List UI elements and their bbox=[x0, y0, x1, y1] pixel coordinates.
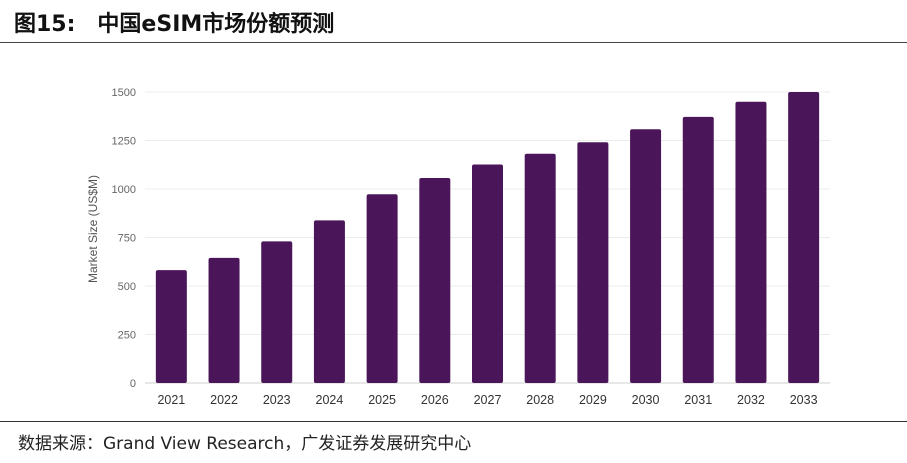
bar-2026 bbox=[419, 177, 451, 383]
bar-2030 bbox=[630, 129, 662, 383]
x-tick-label: 2022 bbox=[210, 393, 238, 407]
figure-title: 中国eSIM市场份额预测 bbox=[97, 12, 335, 37]
y-tick-label: 1000 bbox=[112, 184, 136, 196]
y-axis-ticks: 0 250 500 750 1000 1250 1500 bbox=[112, 87, 136, 390]
y-tick-label: 1500 bbox=[112, 87, 136, 99]
x-tick-label: 2025 bbox=[368, 393, 396, 407]
y-tick-label: 0 bbox=[130, 378, 136, 390]
footer-divider bbox=[0, 421, 907, 422]
bars bbox=[155, 92, 820, 383]
y-tick-label: 250 bbox=[118, 330, 136, 342]
bar-2021 bbox=[155, 270, 187, 383]
bar-2024 bbox=[313, 220, 345, 383]
x-tick-label: 2029 bbox=[579, 393, 607, 407]
bar-2029 bbox=[577, 142, 609, 383]
bar-2022 bbox=[208, 257, 240, 383]
x-tick-label: 2026 bbox=[421, 393, 449, 407]
bar-2025 bbox=[366, 194, 398, 383]
x-tick-label: 2031 bbox=[684, 393, 712, 407]
x-tick-label: 2024 bbox=[316, 393, 344, 407]
header-divider bbox=[0, 42, 907, 43]
bar-2023 bbox=[261, 241, 293, 383]
x-tick-label: 2028 bbox=[526, 393, 554, 407]
x-tick-label: 2033 bbox=[790, 393, 818, 407]
bar-2028 bbox=[524, 153, 556, 383]
bar-2031 bbox=[682, 116, 714, 383]
x-tick-label: 2023 bbox=[263, 393, 291, 407]
y-tick-label: 1250 bbox=[112, 136, 136, 148]
x-tick-label: 2032 bbox=[737, 393, 765, 407]
figure-number: 图15: bbox=[14, 12, 76, 37]
bar-2027 bbox=[472, 164, 503, 383]
y-tick-label: 500 bbox=[118, 281, 136, 293]
x-tick-label: 2030 bbox=[632, 393, 660, 407]
x-axis-ticks: 2021 2022 2023 2024 2025 2026 2027 2028 2029 2030… bbox=[157, 393, 817, 407]
x-tick-label: 2021 bbox=[157, 393, 185, 407]
figure-header: 图15: 中国eSIM市场份额预测 bbox=[14, 6, 334, 38]
x-tick-label: 2027 bbox=[474, 393, 502, 407]
bar-2032 bbox=[735, 101, 767, 383]
source-note: 数据来源：Grand View Research，广发证券发展研究中心 bbox=[18, 434, 472, 454]
y-axis-title: Market Size (US$M) bbox=[86, 175, 100, 283]
bar-2033 bbox=[788, 92, 820, 383]
y-tick-label: 750 bbox=[118, 233, 136, 245]
